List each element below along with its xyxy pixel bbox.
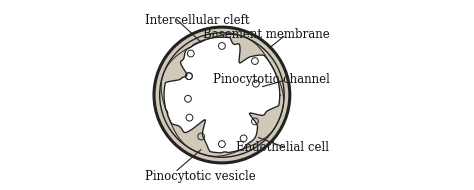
Polygon shape bbox=[160, 33, 284, 157]
Text: Pinocytotic vesicle: Pinocytotic vesicle bbox=[145, 170, 255, 183]
Polygon shape bbox=[164, 37, 280, 153]
Polygon shape bbox=[154, 27, 290, 163]
Text: Endothelial cell: Endothelial cell bbox=[237, 141, 329, 154]
Text: Pinocytotic channel: Pinocytotic channel bbox=[212, 73, 329, 86]
Text: Basement membrane: Basement membrane bbox=[203, 28, 329, 41]
Text: Intercellular cleft: Intercellular cleft bbox=[145, 14, 249, 27]
